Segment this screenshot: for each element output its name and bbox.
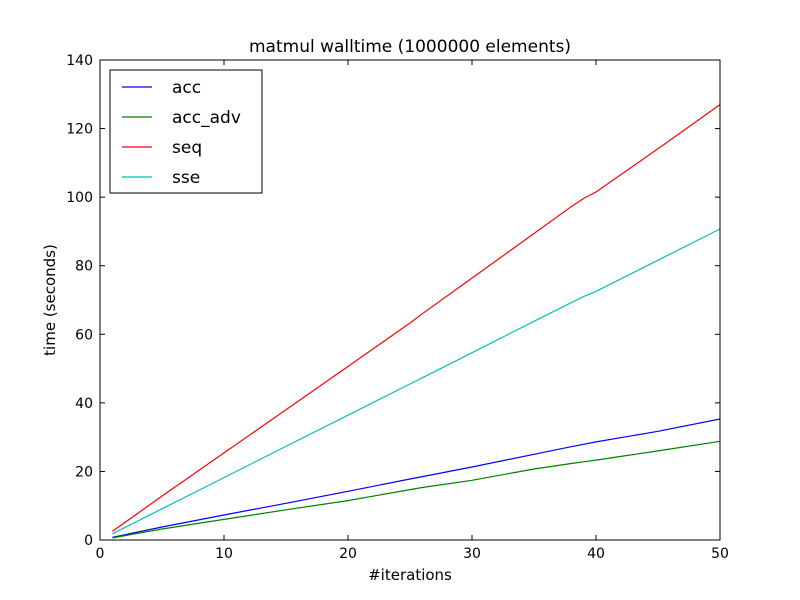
y-tick-label: 20 [75, 464, 93, 480]
y-tick-label: 120 [66, 122, 93, 138]
y-tick-label: 60 [75, 327, 93, 343]
series-line-seq [112, 104, 721, 532]
x-axis-label: #iterations [368, 566, 452, 584]
legend-box [109, 69, 263, 194]
x-tick-label: 20 [339, 546, 357, 562]
y-tick-label: 40 [75, 396, 93, 412]
x-tick-label: 30 [463, 546, 481, 562]
x-tick-label: 40 [587, 546, 605, 562]
x-tick-label: 50 [711, 546, 729, 562]
series-line-sse [112, 228, 721, 535]
y-axis-label: time (seconds) [41, 244, 59, 356]
legend-label: acc_adv [172, 108, 241, 128]
legend-label: acc [172, 78, 201, 98]
y-tick-label: 140 [66, 53, 93, 69]
plot-frame [99, 59, 721, 541]
legend-label: seq [172, 138, 202, 158]
legend-label: sse [172, 168, 200, 188]
series-layer [112, 104, 721, 539]
x-tick-label: 0 [96, 546, 105, 562]
y-tick-label: 0 [84, 533, 93, 549]
x-tick-label: 10 [215, 546, 233, 562]
y-tick-label: 100 [66, 190, 93, 206]
series-line-acc [112, 418, 721, 538]
series-line-acc-adv [112, 440, 721, 539]
y-tick-label: 80 [75, 259, 93, 275]
chart-title: matmul walltime (1000000 elements) [249, 37, 571, 57]
